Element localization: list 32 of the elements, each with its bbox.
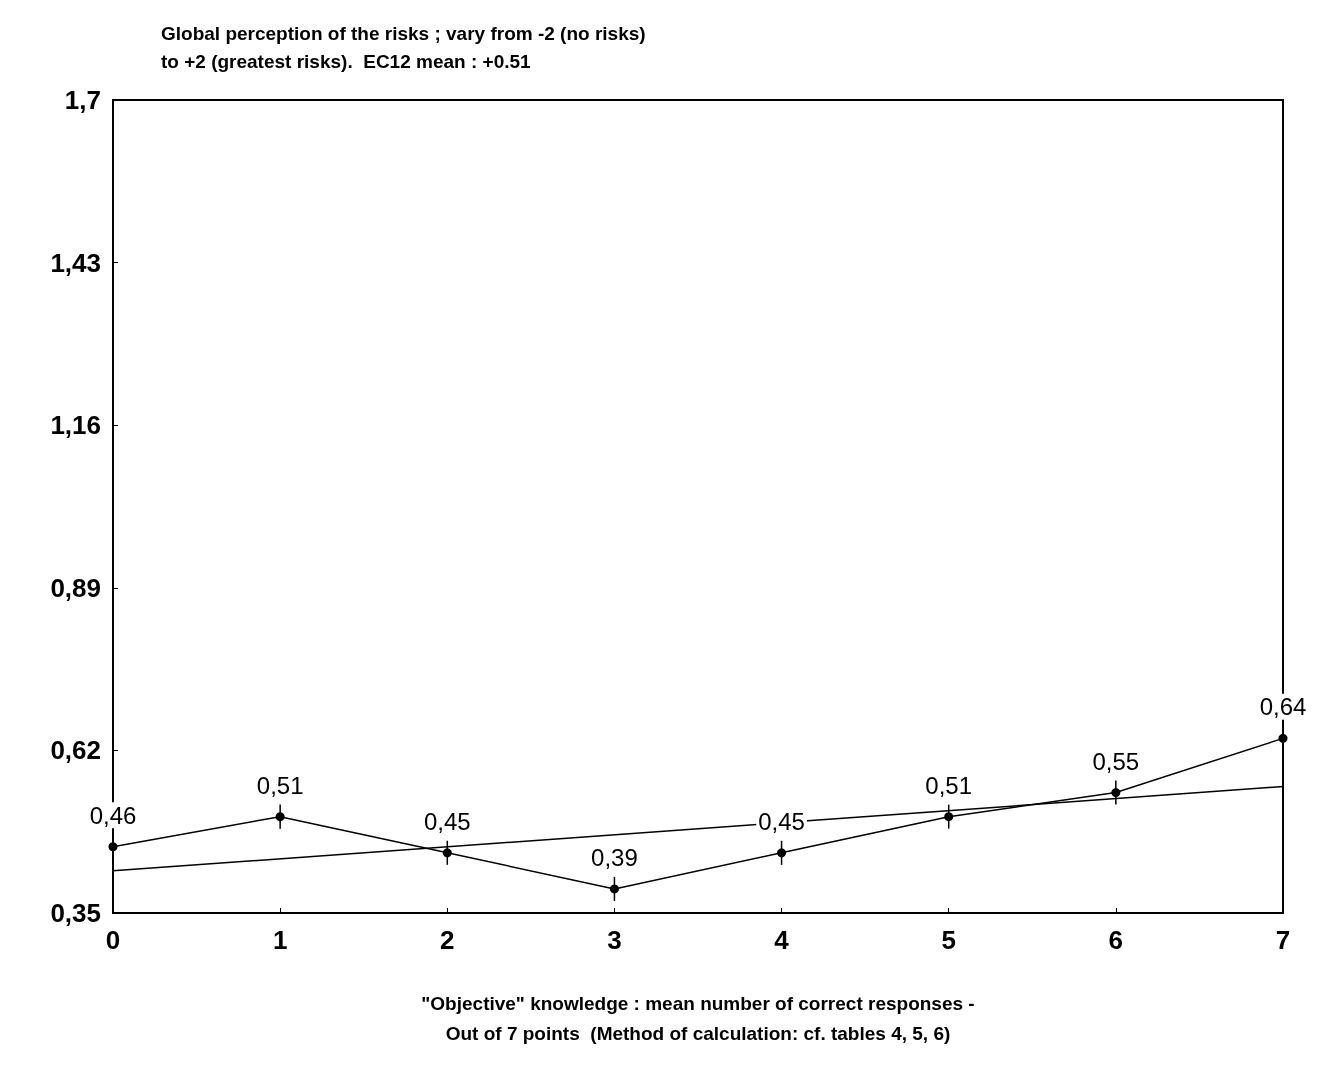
data-label: 0,55 bbox=[1092, 747, 1140, 775]
point bbox=[1111, 788, 1121, 798]
point bbox=[609, 884, 619, 894]
x-tick-label: 0 bbox=[105, 925, 121, 955]
x-tick-label: 2 bbox=[440, 925, 455, 955]
y-tick-label: 0,89 bbox=[50, 572, 101, 603]
data-label: 0,46 bbox=[89, 801, 137, 829]
point bbox=[777, 848, 787, 858]
x-axis-title: "Objective" knowledge : mean number of correct responses - Out of 7 points (Method of calculation: cf. tables 4, 5, 6) bbox=[421, 992, 975, 1044]
x-tick-label: 5 bbox=[941, 925, 956, 955]
x-tick-label: 7 bbox=[1275, 925, 1291, 955]
y-tick-label: 1,43 bbox=[50, 247, 101, 278]
chart-title: Global perception of the risks ; vary from -2 (no risks) to +2 (greatest risks). EC12 mean : +0.51 bbox=[161, 22, 646, 72]
y-tick-label: 0,35 bbox=[50, 898, 101, 928]
x-tick-label: 1 bbox=[272, 925, 288, 955]
data-label: 0,64 bbox=[1259, 693, 1307, 721]
x-tick-label: 4 bbox=[774, 925, 790, 955]
point bbox=[1278, 733, 1288, 743]
data-label: 0,39 bbox=[591, 843, 638, 871]
point bbox=[944, 812, 954, 822]
data-label: 0,51 bbox=[256, 771, 304, 799]
point bbox=[275, 812, 285, 822]
data-label: 0,45 bbox=[758, 807, 805, 835]
y-tick-label: 0,62 bbox=[50, 735, 101, 766]
x-tick-label: 6 bbox=[1108, 925, 1124, 955]
data-label: 0,51 bbox=[925, 771, 973, 799]
point bbox=[108, 842, 118, 852]
y-tick-label: 1,7 bbox=[64, 85, 101, 115]
point bbox=[442, 848, 452, 858]
x-tick-label: 3 bbox=[607, 925, 622, 955]
y-tick-label: 1,16 bbox=[50, 410, 101, 441]
data-label: 0,45 bbox=[423, 807, 471, 835]
